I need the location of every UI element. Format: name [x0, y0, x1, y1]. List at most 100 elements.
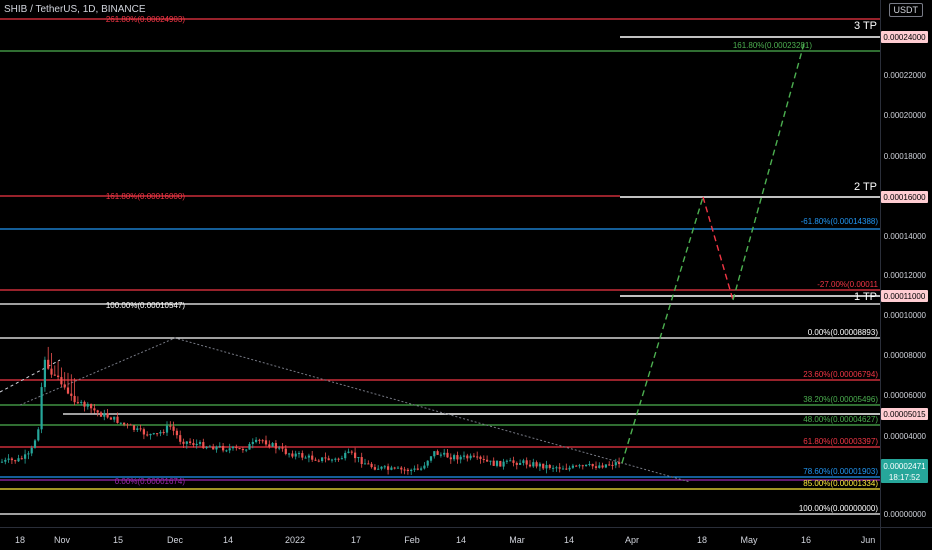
price-tick-label: 0.00008000 [884, 351, 927, 360]
candle [558, 467, 561, 469]
candle [83, 401, 86, 407]
time-tick-label: Feb [404, 535, 420, 545]
candle [509, 460, 512, 462]
candle [552, 467, 555, 469]
candle [449, 457, 452, 460]
candle [66, 387, 70, 394]
candle [60, 377, 63, 385]
candle [423, 465, 426, 469]
candle [268, 444, 271, 447]
candle [354, 452, 357, 459]
price-tag [881, 191, 928, 203]
candle [284, 448, 287, 454]
price-tick-label: 0.00006000 [884, 391, 927, 400]
current-price-label: 0.00002471 [883, 462, 926, 471]
candle [393, 467, 396, 469]
candle [340, 458, 343, 460]
price-tags: 0.00024000 0.00016000 0.00011000 0.00005015… [881, 31, 928, 483]
candle [492, 460, 495, 466]
candle [317, 460, 320, 462]
candle [515, 462, 518, 465]
price-tag-label: 0.00024000 [883, 33, 926, 42]
candle [568, 467, 571, 470]
candle [248, 444, 251, 450]
candle [202, 442, 205, 449]
candle [123, 422, 126, 425]
price-tag-label: 0.00005015 [883, 410, 926, 419]
price-tick-label: 0.00020000 [884, 111, 927, 120]
candle [377, 468, 380, 470]
candle [212, 446, 215, 450]
candle [426, 460, 429, 466]
time-tick-label: 17 [351, 535, 361, 545]
price-tag [881, 31, 928, 43]
candle [495, 460, 499, 466]
candle [14, 460, 17, 462]
symbol-title: SHIB / TetherUS, 1D, BINANCE [4, 4, 146, 15]
projection-path [621, 39, 806, 464]
countdown-label: 18:17:52 [889, 473, 921, 482]
candle [304, 457, 307, 459]
candle [165, 425, 169, 433]
candle [17, 458, 20, 462]
fib-level-label: 23.60%(0.00006794) [803, 370, 878, 379]
candle [76, 402, 79, 404]
candle [139, 428, 142, 430]
candle [96, 410, 99, 413]
candle [528, 464, 532, 467]
price-axis: 0.00022000 0.00020000 0.00018000 0.00014000… [884, 71, 927, 519]
candle [192, 443, 195, 446]
candle [363, 463, 367, 465]
candle [334, 458, 337, 460]
candle [601, 465, 604, 468]
candle [99, 412, 103, 417]
candle [618, 462, 621, 464]
candle [116, 416, 119, 423]
fib-level-label: 38.20%(0.00005496) [803, 395, 878, 404]
candle [387, 466, 390, 470]
fib-level-label: -61.80%(0.00014388) [801, 217, 879, 226]
price-tag [881, 408, 928, 420]
candle [288, 453, 291, 455]
candle [489, 460, 492, 462]
candle [350, 451, 353, 453]
candle [179, 435, 182, 442]
candle [215, 446, 218, 450]
trend-line [0, 359, 61, 393]
candle [456, 455, 459, 460]
candle [370, 463, 373, 468]
price-tick-label: 0.00000000 [884, 510, 927, 519]
time-tick-label: 2022 [285, 535, 305, 545]
candle [608, 464, 611, 466]
candle [330, 459, 334, 461]
candle [33, 440, 37, 448]
candle [555, 467, 558, 469]
candle [611, 464, 614, 466]
candle [7, 458, 10, 460]
candle [548, 465, 551, 468]
candle [86, 403, 89, 407]
candle [614, 462, 617, 466]
candle [433, 451, 436, 457]
candle [258, 439, 261, 441]
candle [459, 456, 462, 460]
candle [47, 359, 50, 369]
candle [344, 452, 347, 459]
candle [271, 443, 274, 447]
price-tick-label: 0.00010000 [884, 311, 927, 320]
target-labels: 1 TP 2 TP 3 TP [854, 20, 877, 303]
candle [90, 403, 93, 409]
candle [182, 441, 185, 444]
candle [63, 384, 66, 388]
time-axis: 18 Nov 15 Dec 14 2022 17 Feb 14 Mar 14 Apr 18 May 16 Ju… [15, 535, 875, 545]
candle [519, 463, 522, 465]
candle [195, 443, 198, 446]
currency-button[interactable]: USDT [888, 3, 923, 17]
fib-levels [0, 18, 880, 515]
fib-level-label: 78.60%(0.00001903) [803, 467, 878, 476]
candle [390, 467, 393, 470]
price-tag-label: 0.00011000 [884, 292, 926, 301]
candle [321, 457, 324, 462]
candle [396, 467, 400, 469]
